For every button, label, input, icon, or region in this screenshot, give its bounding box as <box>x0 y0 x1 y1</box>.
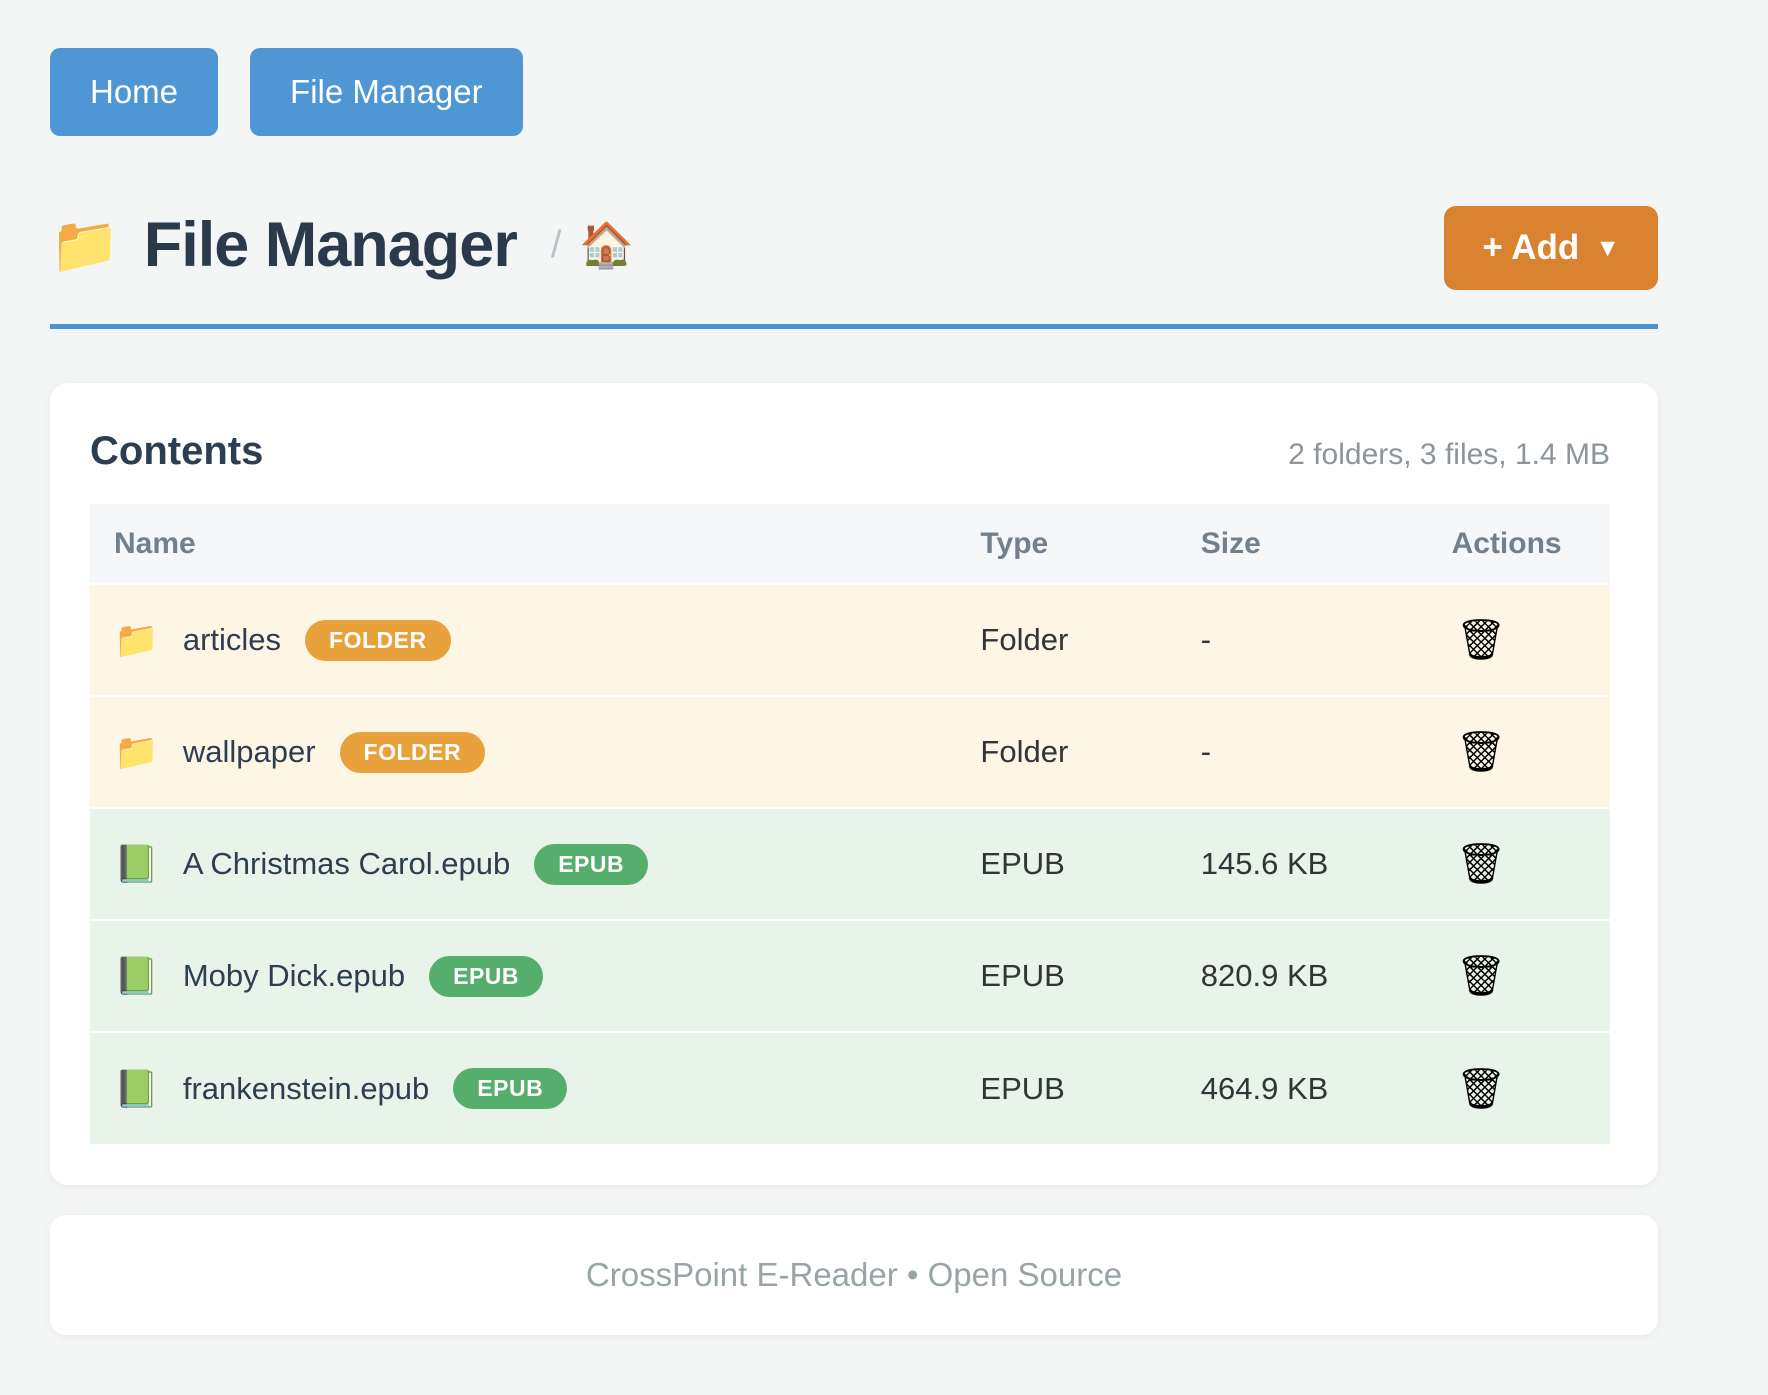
card-title: Contents <box>90 429 264 474</box>
column-header-name: Name <box>90 504 957 585</box>
home-icon[interactable]: 🏠 <box>579 221 635 271</box>
type-cell: Folder <box>980 622 1069 658</box>
size-cell: 145.6 KB <box>1200 846 1329 882</box>
nav-file-manager-button[interactable]: File Manager <box>250 48 523 137</box>
column-header-actions: Actions <box>1427 504 1610 585</box>
nav-home-button[interactable]: Home <box>50 48 219 137</box>
breadcrumb-separator: / <box>550 223 562 266</box>
type-cell: EPUB <box>980 846 1065 882</box>
column-header-size: Size <box>1176 504 1428 585</box>
table-row: 📁 articles FOLDER Folder - 🗑 <box>90 584 1610 697</box>
title-divider <box>50 324 1658 330</box>
table-row: 📁 wallpaper FOLDER Folder - 🗑 <box>90 696 1610 809</box>
folder-icon: 📁 <box>50 213 120 277</box>
epub-badge: EPUB <box>534 843 649 885</box>
add-button[interactable]: + Add ▼ <box>1444 206 1658 291</box>
folder-icon: 📁 <box>114 731 159 773</box>
file-table: Name Type Size Actions 📁 articles FOLDER <box>90 504 1610 1145</box>
add-button-label: + Add <box>1482 228 1580 268</box>
table-header-row: Name Type Size Actions <box>90 504 1610 585</box>
type-cell: Folder <box>980 734 1069 770</box>
chevron-down-icon: ▼ <box>1595 233 1620 262</box>
folder-badge: FOLDER <box>305 619 451 661</box>
file-name-link[interactable]: Moby Dick.epub <box>182 958 406 994</box>
column-header-type: Type <box>956 504 1177 585</box>
page-title: File Manager <box>143 210 518 281</box>
file-name-link[interactable]: wallpaper <box>182 734 316 770</box>
epub-badge: EPUB <box>429 955 544 997</box>
type-cell: EPUB <box>980 958 1065 994</box>
epub-badge: EPUB <box>453 1068 568 1110</box>
footer: CrossPoint E-Reader • Open Source <box>50 1215 1658 1336</box>
book-icon: 📗 <box>114 955 159 997</box>
book-icon: 📗 <box>114 843 159 885</box>
page-header: 📁 File Manager / 🏠 + Add ▼ <box>50 200 1658 291</box>
contents-summary: 2 folders, 3 files, 1.4 MB <box>1288 438 1610 472</box>
file-name-link[interactable]: frankenstein.epub <box>182 1070 430 1106</box>
size-cell: 464.9 KB <box>1200 1070 1329 1106</box>
file-name-link[interactable]: A Christmas Carol.epub <box>182 846 511 882</box>
delete-trash-icon[interactable]: 🗑 <box>1452 1065 1511 1113</box>
delete-trash-icon[interactable]: 🗑 <box>1452 840 1511 888</box>
table-row: 📗 frankenstein.epub EPUB EPUB 464.9 KB 🗑 <box>90 1032 1610 1145</box>
type-cell: EPUB <box>980 1070 1065 1106</box>
top-nav: Home File Manager <box>50 48 1658 137</box>
size-cell: - <box>1200 622 1212 658</box>
footer-text: CrossPoint E-Reader • Open Source <box>585 1256 1123 1294</box>
size-cell: - <box>1200 734 1212 770</box>
size-cell: 820.9 KB <box>1200 958 1329 994</box>
table-row: 📗 Moby Dick.epub EPUB EPUB 820.9 KB 🗑 <box>90 920 1610 1033</box>
table-row: 📗 A Christmas Carol.epub EPUB EPUB 145.6… <box>90 808 1610 921</box>
folder-icon: 📁 <box>114 619 159 661</box>
delete-trash-icon[interactable]: 🗑 <box>1452 616 1511 664</box>
book-icon: 📗 <box>114 1067 159 1109</box>
folder-badge: FOLDER <box>339 731 486 773</box>
file-name-link[interactable]: articles <box>182 622 282 658</box>
delete-trash-icon[interactable]: 🗑 <box>1452 728 1511 776</box>
delete-trash-icon[interactable]: 🗑 <box>1452 952 1511 1000</box>
contents-card: Contents 2 folders, 3 files, 1.4 MB Name… <box>50 383 1658 1186</box>
